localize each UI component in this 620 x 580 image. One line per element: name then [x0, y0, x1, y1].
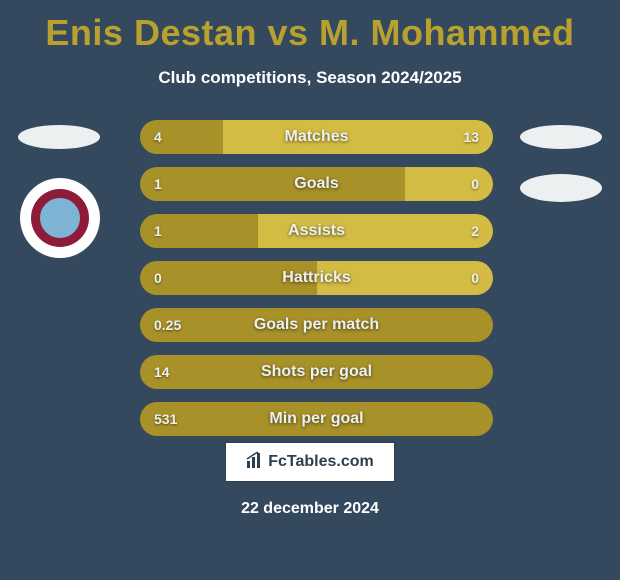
stat-row: 4 13 Matches — [140, 120, 493, 154]
stat-label: Min per goal — [269, 410, 363, 428]
stat-label: Matches — [284, 128, 348, 146]
player2-club-badge — [520, 174, 602, 202]
chart-icon — [246, 451, 264, 474]
stat-value-p2: 0 — [471, 270, 479, 286]
stat-bar-right — [223, 120, 493, 154]
player2-photo — [520, 125, 602, 149]
stat-row: 0.25 Goals per match — [140, 308, 493, 342]
stat-value-p1: 1 — [154, 223, 162, 239]
stat-value-p1: 4 — [154, 129, 162, 145]
player1-club-badge — [20, 178, 100, 258]
brand-logo-box[interactable]: FcTables.com — [225, 442, 395, 482]
comparison-title: Enis Destan vs M. Mohammed — [0, 0, 620, 54]
stat-row: 1 2 Assists — [140, 214, 493, 248]
stat-row: 14 Shots per goal — [140, 355, 493, 389]
stat-bar-left — [140, 120, 223, 154]
player1-photo — [18, 125, 100, 149]
stat-bar-left — [140, 167, 405, 201]
stat-value-p1: 1 — [154, 176, 162, 192]
season-subtitle: Club competitions, Season 2024/2025 — [0, 68, 620, 88]
stat-label: Assists — [288, 222, 345, 240]
snapshot-date: 22 december 2024 — [241, 500, 379, 518]
stat-label: Hattricks — [282, 269, 350, 287]
stat-value-p2: 2 — [471, 223, 479, 239]
stat-value-p1: 0 — [154, 270, 162, 286]
stat-row: 0 0 Hattricks — [140, 261, 493, 295]
stat-value-p1: 14 — [154, 364, 170, 380]
stat-row: 531 Min per goal — [140, 402, 493, 436]
stat-row: 1 0 Goals — [140, 167, 493, 201]
stat-value-p2: 0 — [471, 176, 479, 192]
stat-label: Goals per match — [254, 316, 379, 334]
stat-bars-container: 4 13 Matches 1 0 Goals 1 2 Assists 0 0 Hattricks 0.2… — [140, 120, 493, 449]
stat-label: Goals — [294, 175, 338, 193]
stat-value-p2: 13 — [463, 129, 479, 145]
club-badge-ring — [31, 189, 89, 247]
brand-name: FcTables.com — [268, 453, 374, 471]
stat-value-p1: 531 — [154, 411, 177, 427]
stat-value-p1: 0.25 — [154, 317, 181, 333]
club-badge-center — [38, 196, 82, 240]
stat-label: Shots per goal — [261, 363, 372, 381]
stat-bar-right — [405, 167, 493, 201]
